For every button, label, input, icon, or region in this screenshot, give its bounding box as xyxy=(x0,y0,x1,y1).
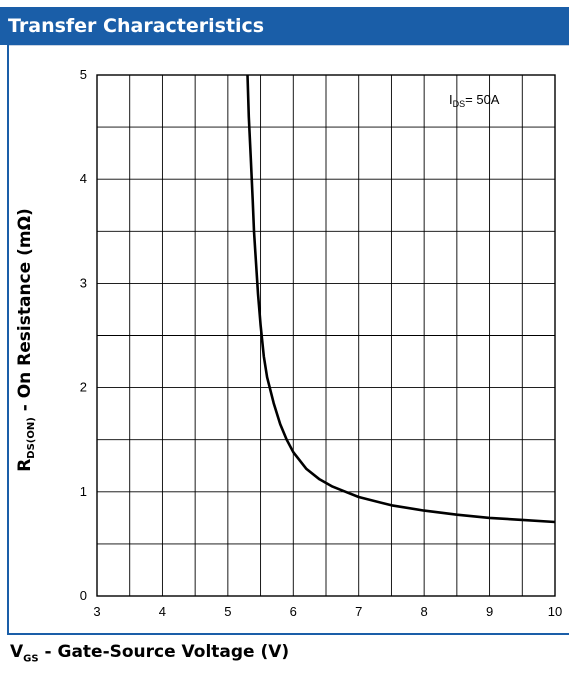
x-tick-label: 6 xyxy=(290,604,297,619)
y-axis-label: RDS(ON) - On Resistance (mΩ) xyxy=(15,208,37,472)
plot-border xyxy=(96,74,556,597)
x-axis-label-sub: GS xyxy=(23,653,39,665)
series-line xyxy=(246,74,556,524)
y-tick-label: 2 xyxy=(80,380,87,395)
frame-bottom-border xyxy=(7,633,569,635)
annotation-rest: = 50A xyxy=(465,92,500,107)
x-axis-label: VGS - Gate-Source Voltage (V) xyxy=(10,642,289,664)
x-axis-label-main: V xyxy=(10,642,24,662)
x-tick-label: 3 xyxy=(93,604,100,619)
y-tick-label: 3 xyxy=(80,275,87,290)
x-tick-label: 5 xyxy=(224,604,231,619)
y-tick-label: 5 xyxy=(80,67,87,82)
y-axis-label-sub: DS(ON) xyxy=(26,417,38,459)
x-axis-label-rest: - Gate-Source Voltage (V) xyxy=(38,642,290,662)
chart-title-header: Transfer Characteristics xyxy=(0,7,569,45)
y-tick-label: 0 xyxy=(80,588,87,603)
frame-left-border xyxy=(7,45,9,635)
annotation-ids: IDS= 50A xyxy=(449,92,500,109)
y-tick-label: 1 xyxy=(80,484,87,499)
y-axis-label-rest: - On Resistance (mΩ) xyxy=(14,208,35,418)
x-tick-label: 9 xyxy=(486,604,493,619)
x-tick-label: 8 xyxy=(421,604,428,619)
x-tick-label: 10 xyxy=(548,604,562,619)
chart-title: Transfer Characteristics xyxy=(8,15,265,37)
x-tick-label: 7 xyxy=(355,604,362,619)
y-axis-label-main: R xyxy=(14,458,35,472)
y-tick-label: 4 xyxy=(80,171,87,186)
frame-top-divider xyxy=(7,45,569,46)
annotation-main: I xyxy=(449,92,453,107)
annotation-sub: DS xyxy=(453,99,466,109)
x-tick-label: 4 xyxy=(159,604,166,619)
